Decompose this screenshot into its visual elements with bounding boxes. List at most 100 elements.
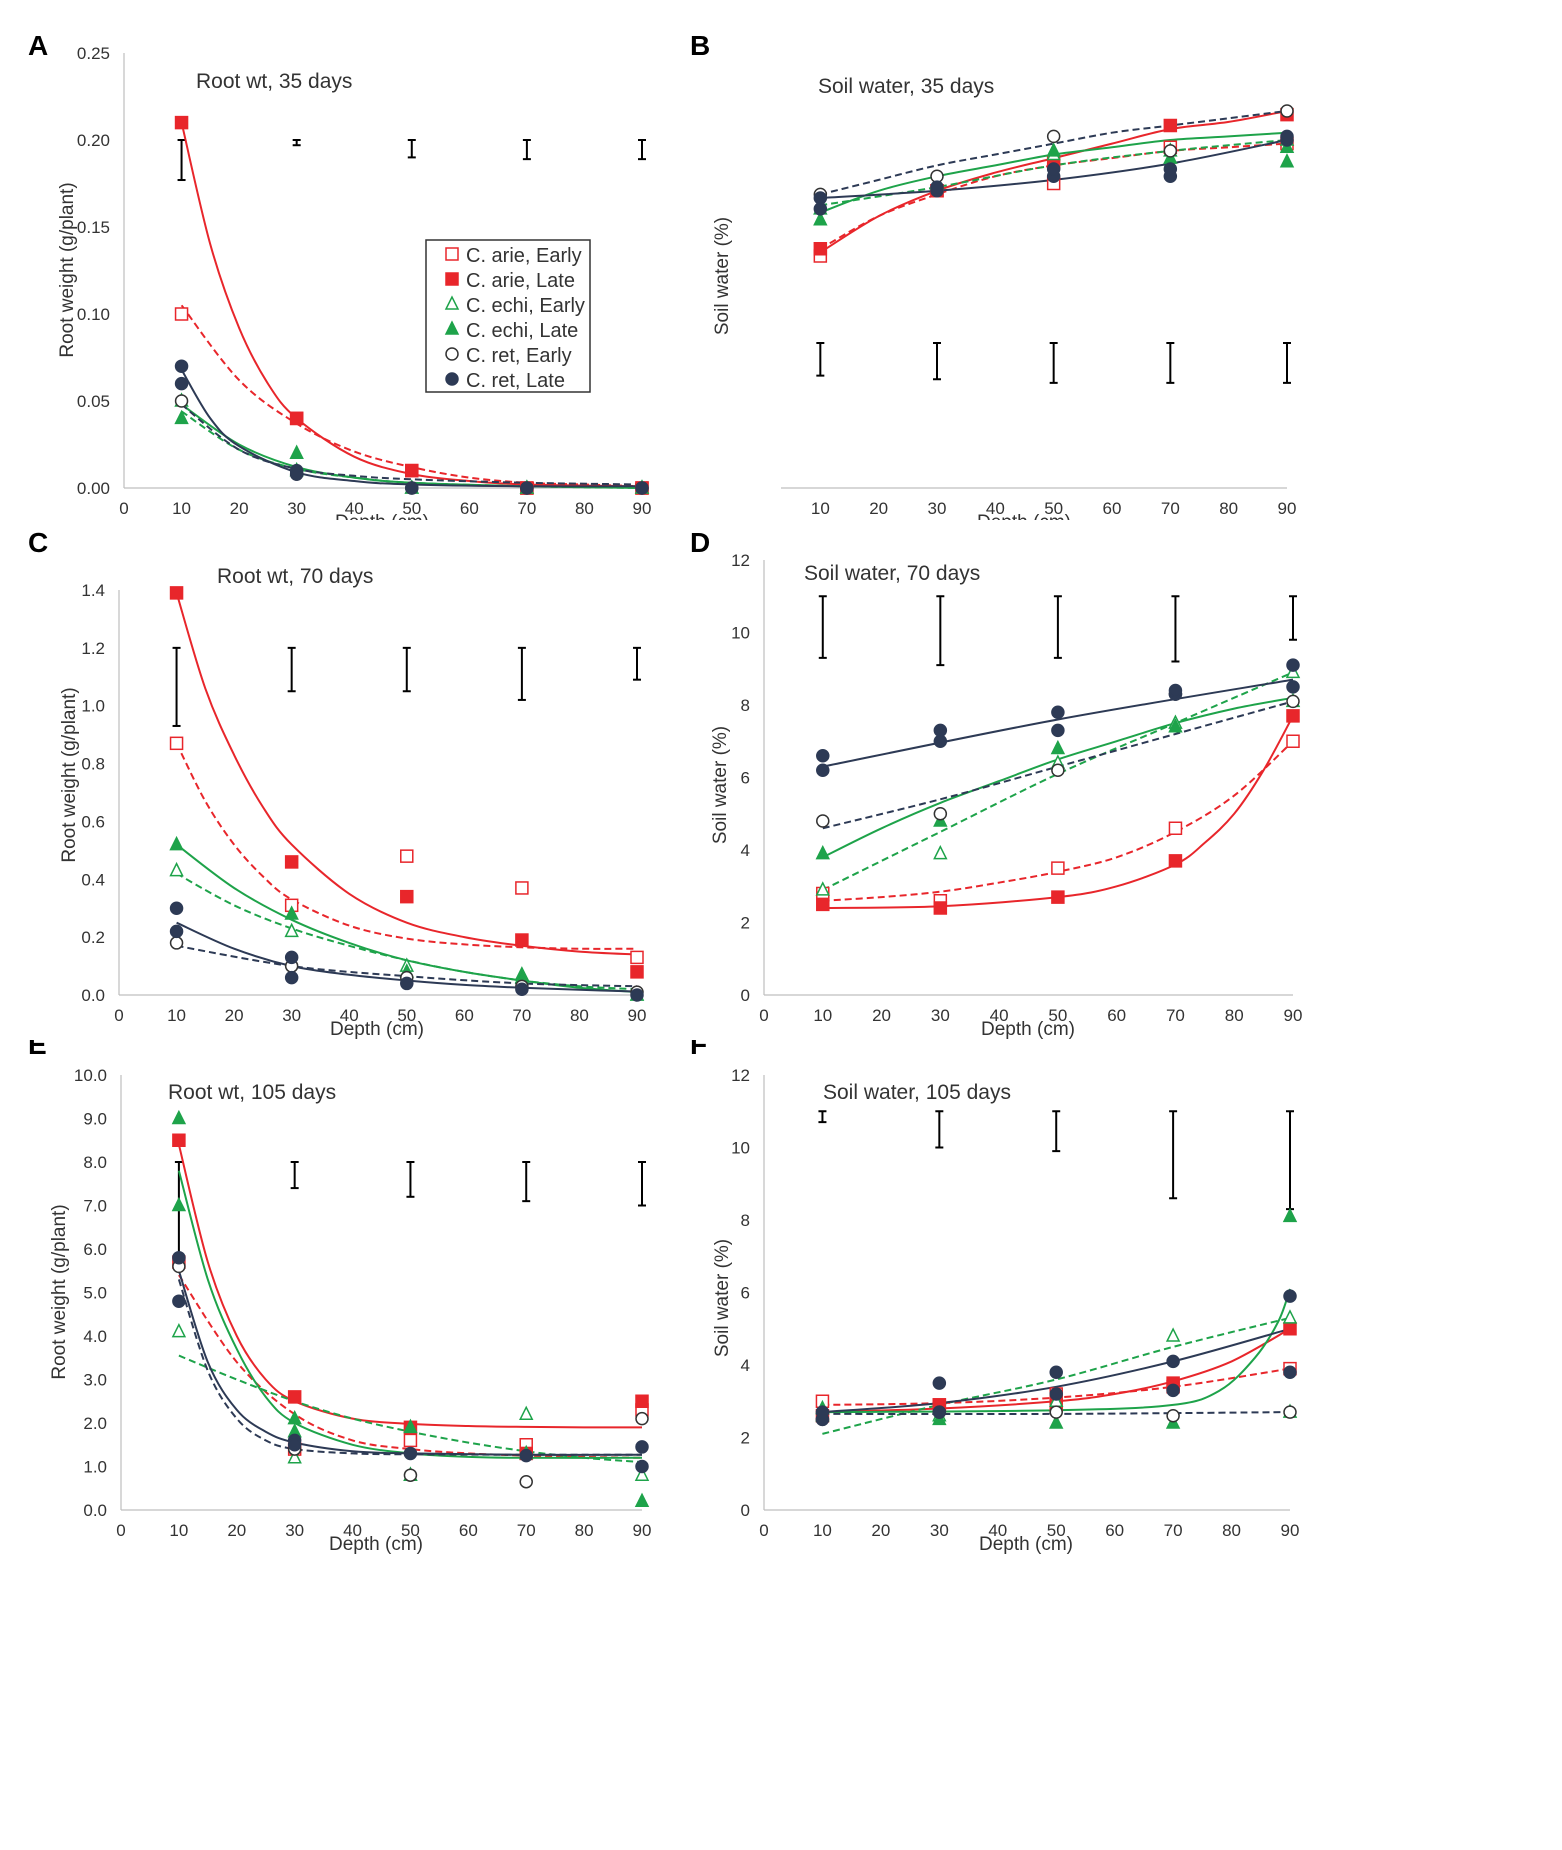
data-point — [1282, 1207, 1298, 1223]
y-tick-label: 8.0 — [83, 1153, 107, 1172]
x-axis-title: Depth (cm) — [981, 1019, 1075, 1040]
x-tick-label: 30 — [285, 1521, 304, 1540]
data-point — [1046, 162, 1061, 176]
data-point — [816, 749, 830, 763]
y-tick-label: 3.0 — [83, 1371, 107, 1390]
y-tick-label: 0.4 — [81, 870, 105, 889]
data-point — [284, 905, 299, 920]
panel-d: D Soil water, 70 days Depth (cm) Soil wa… — [690, 527, 1302, 1040]
x-tick-label: 70 — [512, 1006, 531, 1025]
x-tick-label: 90 — [628, 1006, 647, 1025]
data-point — [172, 1133, 186, 1147]
y-tick-label: 2.0 — [83, 1414, 107, 1433]
data-point — [1286, 709, 1300, 723]
panel-c: C Root wt, 70 days Depth (cm) Root weigh… — [28, 527, 646, 1040]
data-point — [1051, 890, 1065, 904]
data-point — [171, 1322, 187, 1338]
data-point — [1280, 104, 1294, 118]
y-tick-label: 5.0 — [83, 1284, 107, 1303]
x-tick-label: 20 — [872, 1006, 891, 1025]
legend-label: C. ret, Early — [466, 345, 572, 367]
x-tick-label: 0 — [759, 1521, 768, 1540]
data-point — [1166, 1354, 1180, 1369]
fit-line — [822, 678, 1294, 768]
data-point — [287, 1438, 302, 1452]
panel-letter: C — [28, 527, 48, 558]
panel-letter: E — [28, 1040, 47, 1060]
data-point — [1168, 821, 1183, 835]
y-tick-label: 0.6 — [81, 812, 105, 831]
data-point — [816, 763, 830, 777]
x-tick-label: 60 — [1103, 499, 1122, 518]
legend-label: C. arie, Early — [466, 245, 582, 267]
x-tick-label: 50 — [1044, 499, 1063, 518]
data-point — [403, 1446, 418, 1461]
plot-area: 0 10 20 30 40 50 60 70 80 90 0.0 1.0 2.0 3.0 4.0 5.0 6.0… — [74, 1066, 652, 1540]
chart-title: Root wt, 35 days — [196, 70, 352, 93]
data-point — [1163, 144, 1178, 158]
data-point — [1046, 142, 1061, 157]
fit-line — [820, 110, 1288, 196]
panel-letter: F — [690, 1040, 707, 1060]
y-tick-label: 6 — [741, 1284, 750, 1303]
data-point — [169, 924, 184, 939]
data-point — [635, 1394, 649, 1408]
x-tick-label: 10 — [811, 499, 830, 518]
plot-area: 0 10 20 30 40 50 60 70 80 90 0.00 0.05 0.10 0.15 0.20 0… — [77, 44, 652, 518]
data-point — [403, 1468, 418, 1482]
data-point — [174, 359, 189, 373]
fit-line — [175, 592, 638, 956]
y-tick-label: 0.0 — [81, 986, 105, 1005]
y-tick-label: 12 — [731, 1066, 750, 1085]
data-point — [813, 191, 828, 205]
y-axis-title: Root weight (g/plant) — [59, 687, 80, 862]
y-tick-label: 4 — [741, 1356, 750, 1375]
data-point — [1049, 1414, 1064, 1429]
y-tick-label: 4.0 — [83, 1327, 107, 1346]
x-tick-label: 40 — [340, 1006, 359, 1025]
x-tick-label: 60 — [1105, 1521, 1124, 1540]
x-tick-label: 10 — [167, 1006, 186, 1025]
chart-title: Root wt, 70 days — [217, 565, 373, 588]
x-tick-label: 30 — [287, 499, 306, 518]
data-point — [1168, 683, 1183, 698]
x-tick-label: 50 — [401, 1521, 420, 1540]
x-tick-label: 70 — [1161, 499, 1180, 518]
data-point — [1283, 1405, 1297, 1419]
data-point — [1282, 1309, 1298, 1324]
x-tick-label: 40 — [990, 1006, 1009, 1025]
x-axis-title: Depth (cm) — [979, 1534, 1073, 1555]
x-tick-label: 90 — [633, 1521, 652, 1540]
data-point — [515, 881, 529, 895]
data-point — [816, 814, 830, 828]
x-tick-label: 30 — [282, 1006, 301, 1025]
y-tick-label: 0 — [741, 1501, 750, 1520]
data-point — [933, 723, 948, 738]
data-point — [630, 950, 644, 965]
y-tick-label: 0.25 — [77, 44, 110, 63]
data-point — [284, 922, 299, 938]
x-tick-label: 10 — [813, 1521, 832, 1540]
data-point — [169, 736, 184, 751]
data-point — [405, 463, 419, 478]
data-point — [1280, 129, 1294, 144]
data-point — [403, 1433, 418, 1448]
y-tick-label: 1.0 — [83, 1458, 107, 1477]
x-tick-label: 60 — [459, 1521, 478, 1540]
x-axis-title: Depth (cm) — [977, 512, 1071, 520]
data-point — [816, 897, 830, 912]
data-point — [1051, 861, 1065, 875]
x-tick-label: 70 — [517, 1521, 536, 1540]
y-tick-label: 6.0 — [83, 1240, 107, 1259]
plot-area: 0 10 20 30 40 50 60 70 80 90 0.0 0.2 0.4 0.6 0.8 1.0 1.2… — [81, 581, 646, 1025]
y-axis-title: Root weight (g/plant) — [49, 1204, 70, 1379]
legend-label: C. ret, Late — [466, 370, 565, 392]
x-tick-label: 20 — [869, 499, 888, 518]
legend-box — [425, 239, 591, 393]
data-point — [519, 1405, 534, 1421]
x-tick-label: 40 — [343, 1521, 362, 1540]
y-tick-label: 2 — [741, 1429, 750, 1448]
legend-label: C. echi, Late — [466, 320, 578, 342]
x-tick-label: 70 — [517, 499, 536, 518]
data-point — [400, 889, 414, 904]
